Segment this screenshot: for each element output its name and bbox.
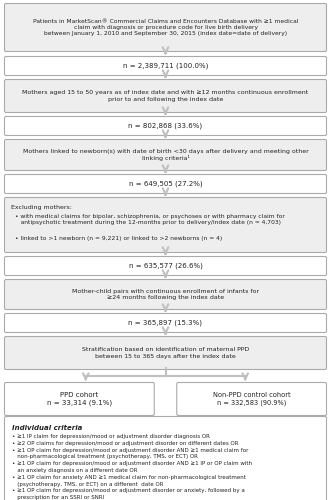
FancyBboxPatch shape	[177, 382, 326, 416]
FancyBboxPatch shape	[5, 80, 326, 112]
FancyBboxPatch shape	[5, 314, 326, 332]
FancyBboxPatch shape	[5, 336, 326, 370]
FancyBboxPatch shape	[5, 174, 326, 194]
FancyBboxPatch shape	[5, 56, 326, 76]
Text: Stratification based on identification of maternal PPD
between 15 to 365 days af: Stratification based on identification o…	[82, 348, 249, 358]
Text: n = 635,577 (26.6%): n = 635,577 (26.6%)	[128, 263, 203, 269]
Text: Excluding mothers:: Excluding mothers:	[11, 205, 72, 210]
FancyBboxPatch shape	[5, 140, 326, 170]
Text: Mothers aged 15 to 50 years as of index date and with ≥12 months continuous enro: Mothers aged 15 to 50 years as of index …	[23, 90, 308, 102]
FancyBboxPatch shape	[5, 382, 154, 416]
Text: Patients in MarketScan® Commercial Claims and Encounters Database with ≥1 medica: Patients in MarketScan® Commercial Claim…	[33, 18, 298, 36]
Text: • ≥1 IP claim for depression/mood or adjustment disorder diagnosis OR
• ≥2 OP cl: • ≥1 IP claim for depression/mood or adj…	[12, 434, 252, 500]
FancyBboxPatch shape	[5, 116, 326, 136]
Text: n = 802,868 (33.6%): n = 802,868 (33.6%)	[128, 122, 203, 129]
Text: Mother-child pairs with continuous enrollment of infants for
≥24 months followin: Mother-child pairs with continuous enrol…	[72, 289, 259, 300]
Text: Mothers linked to newborn(s) with date of birth <30 days after delivery and meet: Mothers linked to newborn(s) with date o…	[23, 148, 308, 162]
Text: n = 365,897 (15.3%): n = 365,897 (15.3%)	[128, 320, 203, 326]
Text: • with medical claims for bipolar, schizophrenia, or psychoses or with pharmacy : • with medical claims for bipolar, schiz…	[15, 214, 285, 225]
Text: Non-PPD control cohort
n = 332,583 (90.9%): Non-PPD control cohort n = 332,583 (90.9…	[213, 392, 290, 406]
Text: Individual criteria: Individual criteria	[12, 425, 82, 431]
FancyBboxPatch shape	[5, 280, 326, 310]
Text: PPD cohort
n = 33,314 (9.1%): PPD cohort n = 33,314 (9.1%)	[47, 392, 112, 406]
FancyBboxPatch shape	[5, 4, 326, 51]
Text: n = 649,505 (27.2%): n = 649,505 (27.2%)	[129, 180, 202, 187]
FancyBboxPatch shape	[5, 416, 326, 500]
FancyBboxPatch shape	[5, 198, 326, 252]
FancyBboxPatch shape	[5, 256, 326, 276]
Text: n = 2,389,711 (100.0%): n = 2,389,711 (100.0%)	[123, 62, 208, 69]
Text: • linked to >1 newborn (n = 9,221) or linked to >2 newborns (n = 4): • linked to >1 newborn (n = 9,221) or li…	[15, 236, 222, 241]
